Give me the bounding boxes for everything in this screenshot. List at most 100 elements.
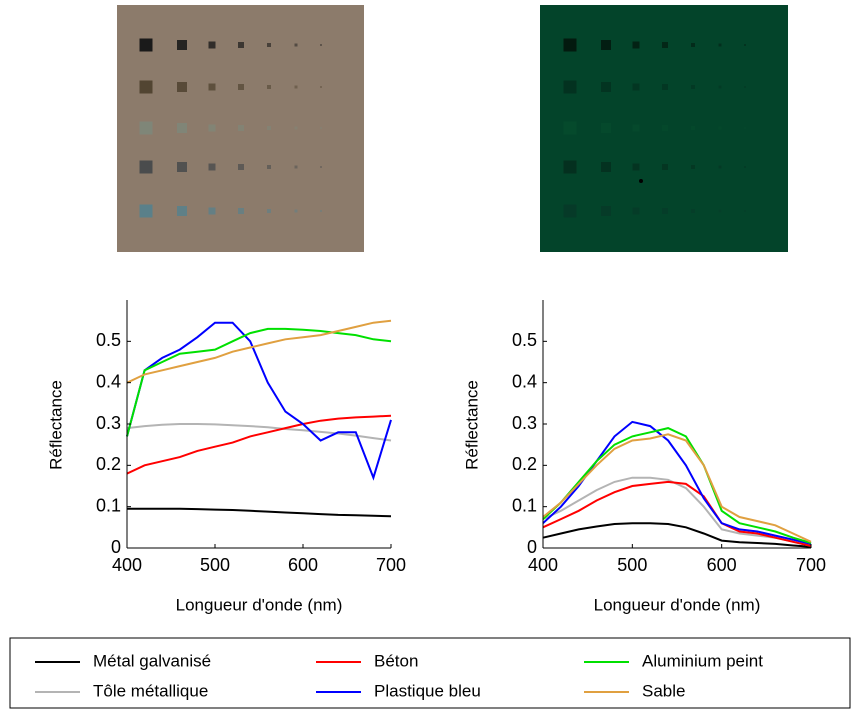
- x-tick-label: 700: [796, 555, 826, 575]
- swatch-square: [267, 43, 271, 47]
- legend-label: Aluminium peint: [642, 651, 763, 670]
- x-tick-label: 500: [200, 555, 230, 575]
- series-line: [126, 319, 392, 384]
- legend-box: [9, 637, 851, 709]
- legend-label: Béton: [374, 651, 418, 670]
- series-line: [126, 414, 392, 475]
- x-axis-label: Longueur d'onde (nm): [594, 595, 761, 614]
- swatch-square: [139, 38, 153, 52]
- swatch-square: [662, 164, 668, 170]
- swatch-square: [662, 125, 668, 131]
- y-tick-label: 0.1: [96, 495, 121, 515]
- swatch-square: [238, 42, 244, 48]
- swatch-square: [177, 123, 187, 133]
- swatch-square: [208, 83, 216, 91]
- swatch-square: [294, 43, 298, 47]
- swatch-square: [601, 123, 611, 133]
- x-tick-label: 400: [528, 555, 558, 575]
- swatch-square: [294, 85, 298, 89]
- swatch-square: [744, 44, 746, 46]
- swatch-square: [744, 127, 746, 129]
- swatch-square: [632, 207, 640, 215]
- swatch-square: [208, 41, 216, 49]
- series-line: [542, 476, 812, 547]
- swatch-square: [662, 208, 668, 214]
- swatch-square: [320, 210, 322, 212]
- swatch-square: [238, 84, 244, 90]
- x-tick-label: 400: [112, 555, 142, 575]
- swatch-squares: [139, 38, 746, 218]
- legend-label: Métal galvanisé: [93, 651, 211, 670]
- swatch-square: [563, 204, 577, 218]
- y-axis-label: Réflectance: [462, 380, 481, 470]
- y-tick-label: 0.2: [96, 454, 121, 474]
- swatch-square: [320, 44, 322, 46]
- y-axis-label: Réflectance: [46, 380, 65, 470]
- swatch-square: [208, 207, 216, 215]
- swatch-square: [662, 84, 668, 90]
- legend-label: Plastique bleu: [374, 681, 481, 700]
- swatch-square: [294, 126, 298, 130]
- swatch-square: [632, 124, 640, 132]
- swatch-square: [632, 83, 640, 91]
- swatch-square: [691, 43, 695, 47]
- swatch-square: [601, 82, 611, 92]
- swatch-square: [632, 41, 640, 49]
- series-line: [126, 423, 392, 442]
- swatch-square: [601, 40, 611, 50]
- legend-label: Tôle métallique: [93, 681, 208, 700]
- y-tick-label: 0.1: [512, 495, 537, 515]
- swatch-square: [139, 121, 153, 135]
- x-tick-label: 700: [376, 555, 406, 575]
- swatch-square: [294, 165, 298, 169]
- swatch-square: [177, 162, 187, 172]
- swatch-square: [563, 38, 577, 52]
- x-tick-label: 500: [617, 555, 647, 575]
- swatch-square: [238, 164, 244, 170]
- series-line: [126, 327, 392, 437]
- series-line: [542, 433, 812, 543]
- swatch-square: [563, 121, 577, 135]
- y-tick-label: 0.5: [96, 330, 121, 350]
- y-tick-label: 0.4: [96, 371, 121, 391]
- swatch-square: [718, 209, 722, 213]
- swatch-square: [691, 209, 695, 213]
- series-line: [127, 507, 392, 518]
- swatch-square: [177, 40, 187, 50]
- swatch-square: [662, 42, 668, 48]
- swatch-square: [267, 209, 271, 213]
- series-line: [542, 480, 812, 547]
- swatch-square: [718, 126, 722, 130]
- swatch-square: [691, 85, 695, 89]
- swatch-square: [139, 80, 153, 94]
- x-tick-label: 600: [707, 555, 737, 575]
- y-tick-label: 0.3: [512, 413, 537, 433]
- swatch-square: [139, 204, 153, 218]
- x-tick-label: 600: [288, 555, 318, 575]
- swatch-square: [177, 82, 187, 92]
- swatch-square: [208, 163, 216, 171]
- swatch-square: [744, 166, 746, 168]
- swatch-square: [177, 206, 187, 216]
- swatch-square: [238, 208, 244, 214]
- swatch-square: [601, 162, 611, 172]
- swatch-square: [320, 86, 322, 88]
- y-tick-label: 0: [527, 537, 537, 557]
- y-tick-label: 0.2: [512, 454, 537, 474]
- swatch-square: [267, 85, 271, 89]
- swatch-square: [691, 165, 695, 169]
- swatch-square: [238, 125, 244, 131]
- swatch-square: [267, 126, 271, 130]
- swatch-square: [139, 160, 153, 174]
- y-tick-label: 0.3: [96, 413, 121, 433]
- swatch-square: [718, 43, 722, 47]
- swatch-square: [320, 166, 322, 168]
- swatch-square: [267, 165, 271, 169]
- swatch-square: [744, 86, 746, 88]
- x-axis-label: Longueur d'onde (nm): [176, 595, 343, 614]
- swatch-square: [718, 85, 722, 89]
- swatch-square: [208, 124, 216, 132]
- swatch-square: [563, 160, 577, 174]
- swatch-dot: [639, 179, 643, 183]
